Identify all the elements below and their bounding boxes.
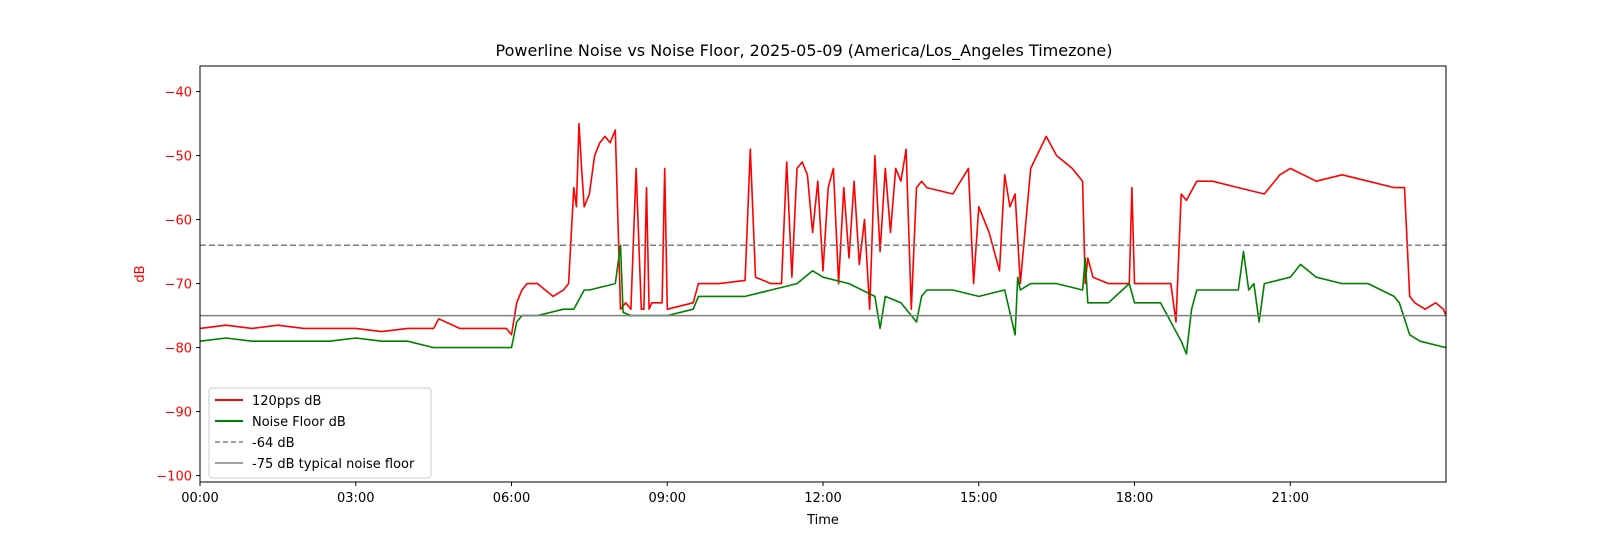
y-tick-label: −70 <box>165 278 192 293</box>
x-tick-label: 15:00 <box>960 491 997 506</box>
x-tick-label: 00:00 <box>181 491 218 506</box>
y-tick-label: −90 <box>165 406 192 421</box>
y-tick-label: −60 <box>165 214 192 229</box>
legend-box <box>208 387 432 479</box>
x-tick-label: 09:00 <box>649 491 686 506</box>
series-line-noise-floor <box>199 244 1447 355</box>
y-tick-label: −100 <box>156 470 192 485</box>
x-tick-label: 03:00 <box>337 491 374 506</box>
x-tick-label: 18:00 <box>1116 491 1153 506</box>
legend-label-noise-floor: Noise Floor dB <box>252 415 346 430</box>
legend-label-75db: -75 dB typical noise floor <box>252 457 415 472</box>
x-tick-label: 12:00 <box>804 491 841 506</box>
x-tick-label: 21:00 <box>1272 491 1309 506</box>
y-tick-label: −40 <box>165 86 192 101</box>
legend-label-64db: -64 dB <box>252 436 295 451</box>
x-tick-label: 06:00 <box>493 491 530 506</box>
x-axis: 00:00 03:00 06:00 09:00 12:00 15:00 18:00 21:00 <box>181 482 1309 506</box>
series-line-120pps <box>199 122 1447 336</box>
legend-label-120pps: 120pps dB <box>252 394 321 409</box>
chart-title: Powerline Noise vs Noise Floor, 2025-05-… <box>496 41 1113 61</box>
legend: 120pps dB Noise Floor dB -64 dB -75 dB t… <box>208 387 432 479</box>
plot-area <box>199 122 1447 355</box>
y-tick-label: −80 <box>165 342 192 357</box>
y-axis-label: dB <box>133 265 148 282</box>
y-tick-label: −50 <box>165 150 192 165</box>
x-axis-label: Time <box>806 513 839 528</box>
y-axis: −40 −50 −60 −70 −80 −90 −100 <box>156 86 200 485</box>
